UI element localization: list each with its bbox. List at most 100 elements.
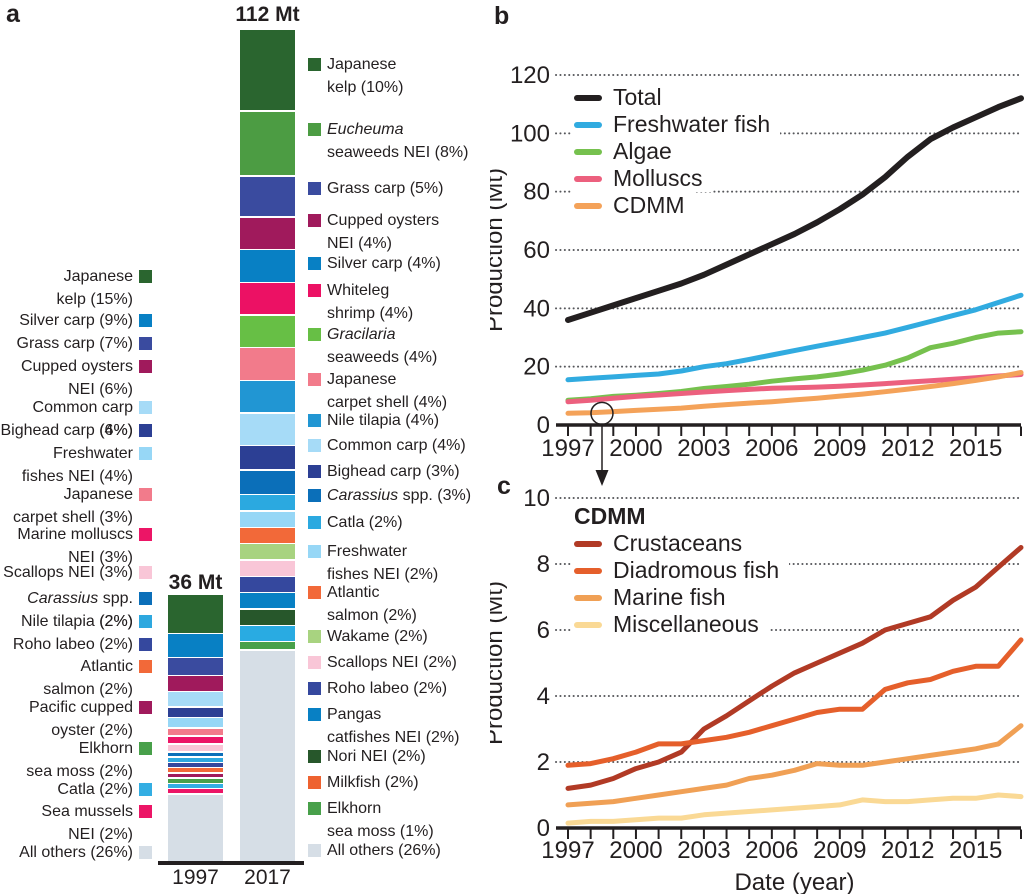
arrow-to-panel-c-icon bbox=[595, 424, 609, 486]
bar-segment-gracilaria-seaweeds bbox=[240, 315, 295, 347]
bar-segment-nori-nei bbox=[240, 609, 295, 625]
legend-item-sea-mussels-nei-2: Sea mussels NEI (2%) bbox=[0, 801, 152, 846]
legend-item-elkhorn-sea-moss-1: Elkhorn sea moss (1%) bbox=[308, 798, 503, 843]
legend-swatch bbox=[308, 516, 321, 529]
legend-swatch bbox=[308, 844, 321, 857]
legend-label: Pacific cupped oyster (2%) bbox=[28, 699, 133, 739]
legend-item-japanese-kelp-10: Japanese kelp (10%) bbox=[308, 54, 503, 99]
legend-swatch bbox=[574, 202, 602, 209]
legend-swatch bbox=[139, 424, 152, 437]
legend-swatch bbox=[308, 373, 321, 386]
bar-segment-nile-tilapia bbox=[168, 757, 223, 762]
legend-item-marine-molluscs-nei-3: Marine molluscs NEI (3%) bbox=[0, 524, 152, 569]
legend-label: Catla (2%) bbox=[327, 514, 403, 531]
legend-swatch bbox=[139, 742, 152, 755]
legend-label: Elkhorn sea moss (2%) bbox=[26, 740, 133, 780]
y-tick-label: 40 bbox=[523, 295, 550, 322]
x-tick-label: 2015 bbox=[949, 837, 1002, 864]
legend-label: Nori NEI (2%) bbox=[327, 748, 426, 765]
legend-label: Bighead carp (3%) bbox=[327, 463, 460, 480]
legend-item-pangas-catfishes-nei-2: Pangas catfishes NEI (2%) bbox=[308, 704, 503, 749]
bar-segment-roho-labeo bbox=[240, 577, 295, 592]
y-tick-label: 80 bbox=[523, 179, 550, 206]
panel-c-label: c bbox=[497, 472, 511, 500]
x-tick-label: 2009 bbox=[813, 837, 866, 864]
bar-segment-pangas-catfishes-nei bbox=[240, 593, 295, 609]
x-tick-label: 2012 bbox=[881, 837, 934, 864]
bar-segment-nile-tilapia bbox=[240, 381, 295, 413]
bar-segment-sea-mussels-nei bbox=[168, 789, 223, 794]
x-tick-label: 2003 bbox=[677, 837, 730, 864]
x-tick-label: 2006 bbox=[745, 837, 798, 864]
bar-2017-year: 2017 bbox=[244, 866, 291, 889]
legend-swatch bbox=[308, 682, 321, 695]
legend-item-bighead-carp-4: Bighead carp (4%) bbox=[0, 420, 152, 443]
bar-segment-common-carp bbox=[240, 413, 295, 445]
legend-label: Bighead carp (4%) bbox=[0, 422, 133, 439]
x-tick-label: 2006 bbox=[745, 435, 798, 462]
y-tick-label: 10 bbox=[523, 485, 550, 512]
bar-segment-japanese-kelp bbox=[240, 30, 295, 111]
bar-2017-total: 112 Mt bbox=[235, 3, 300, 26]
legend-swatch bbox=[308, 630, 321, 643]
bar-segment-japanese-carpet-shell bbox=[240, 348, 295, 380]
legend-item-freshwater-fishes-nei-2: Freshwater fishes NEI (2%) bbox=[308, 541, 503, 586]
stacked-bar-1997 bbox=[168, 595, 223, 863]
legend-label: Japanese kelp (15%) bbox=[56, 268, 133, 308]
bar-segment-cupped-oysters-nei bbox=[168, 676, 223, 691]
bar-segment-atlantic-salmon bbox=[240, 528, 295, 543]
legend-swatch bbox=[308, 58, 321, 71]
legend-label: Total bbox=[613, 84, 662, 110]
legend-label: Carassius spp. (3%) bbox=[327, 487, 472, 504]
bar-segment-grass-carp bbox=[168, 658, 223, 675]
legend-swatch bbox=[308, 214, 321, 227]
legend-label: Freshwater fish bbox=[613, 111, 771, 137]
bar-segment-catla bbox=[240, 495, 295, 511]
legend-label: Japanese carpet shell (3%) bbox=[12, 486, 133, 526]
legend-label: Nile tilapia (2%) bbox=[20, 613, 133, 630]
legend-item-nile-tilapia-2: Nile tilapia (2%) bbox=[0, 611, 152, 634]
legend-label: All others (26%) bbox=[327, 842, 441, 859]
legend-item-scallops-nei-2: Scallops NEI (2%) bbox=[308, 652, 503, 675]
legend-label: CDMM bbox=[613, 192, 685, 218]
legend-label: Algae bbox=[613, 138, 672, 164]
legend-label: Diadromous fish bbox=[613, 557, 780, 583]
legend-label: Common carp (4%) bbox=[327, 437, 466, 454]
y-tick-label: 60 bbox=[523, 237, 550, 264]
legend-item-catla-2: Catla (2%) bbox=[0, 779, 152, 802]
legend-swatch bbox=[574, 621, 602, 628]
x-tick-label: 2009 bbox=[813, 435, 866, 462]
legend-label: Roho labeo (2%) bbox=[12, 636, 133, 653]
legend-swatch bbox=[139, 566, 152, 579]
legend-item-gracilaria-seaweeds-4: Gracilaria seaweeds (4%) bbox=[308, 324, 503, 369]
chart-panel-b: 1997 2000 2003 2006 2009 2012 2015 0 20 40 60 80 100… bbox=[490, 62, 1024, 462]
legend-swatch bbox=[139, 360, 152, 373]
bar-segment-atlantic-salmon bbox=[168, 768, 223, 773]
legend-item-algae: Algae bbox=[572, 138, 682, 165]
legend-label: Roho labeo (2%) bbox=[327, 680, 448, 697]
bar-segment-bighead-carp bbox=[240, 446, 295, 470]
legend-swatch bbox=[308, 284, 321, 297]
bar-segment-carassius-spp bbox=[168, 752, 223, 757]
legend-item-bighead-carp-3: Bighead carp (3%) bbox=[308, 461, 503, 484]
chart-b-legend: Total Freshwater fish Algae Molluscs CDMM bbox=[572, 84, 781, 219]
legend-item-cdmm: CDMM bbox=[572, 192, 695, 219]
legend-swatch bbox=[308, 545, 321, 558]
bar-1997-total: 36 Mt bbox=[168, 571, 223, 594]
bar-segment-pacific-cupped-oyster bbox=[168, 773, 223, 778]
legend-swatch bbox=[139, 783, 152, 796]
bar-segment-eucheuma-seaweeds-nei bbox=[240, 111, 295, 176]
legend-label: Silver carp (9%) bbox=[19, 312, 133, 329]
legend-item-silver-carp-9: Silver carp (9%) bbox=[0, 310, 152, 333]
legend-swatch bbox=[139, 447, 152, 460]
y-tick-label: 0 bbox=[537, 815, 550, 842]
legend-label: Freshwater fishes NEI (2%) bbox=[327, 543, 439, 583]
x-axis-title: Date (year) bbox=[734, 869, 854, 894]
legend-label: Cupped oysters NEI (4%) bbox=[327, 212, 440, 252]
legend-item-marine-fish: Marine fish bbox=[572, 584, 736, 611]
legend-swatch bbox=[308, 489, 321, 502]
legend-label: Wakame (2%) bbox=[327, 628, 428, 645]
bar-segment-scallops-nei bbox=[240, 560, 295, 576]
legend-swatch bbox=[308, 802, 321, 815]
y-tick-label: 8 bbox=[537, 551, 550, 578]
